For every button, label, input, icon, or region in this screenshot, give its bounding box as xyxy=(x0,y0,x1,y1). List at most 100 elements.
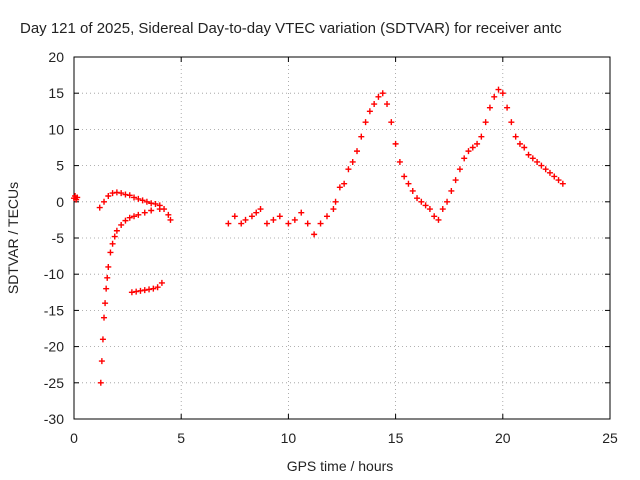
data-point xyxy=(167,216,174,223)
data-point xyxy=(99,336,106,343)
data-point xyxy=(101,198,108,205)
data-point xyxy=(97,379,104,386)
data-point xyxy=(113,189,120,196)
data-point xyxy=(512,133,519,140)
data-point xyxy=(107,249,114,256)
data-point xyxy=(133,288,140,295)
data-point xyxy=(141,287,148,294)
data-point xyxy=(529,155,536,162)
y-axis-label: SDTVAR / TECUs xyxy=(5,182,21,294)
data-point xyxy=(150,285,157,292)
data-point xyxy=(248,213,255,220)
data-point xyxy=(276,213,283,220)
series-mid xyxy=(225,206,337,238)
data-point xyxy=(158,279,165,286)
data-point xyxy=(118,221,125,228)
data-point xyxy=(538,162,545,169)
x-tick-label: 25 xyxy=(602,430,618,446)
data-point xyxy=(96,204,103,211)
series-neg-dip xyxy=(128,279,165,296)
data-point xyxy=(332,198,339,205)
data-point xyxy=(146,286,153,293)
data-point xyxy=(431,213,438,220)
data-point xyxy=(102,300,109,307)
data-point xyxy=(396,158,403,165)
data-point xyxy=(257,206,264,213)
data-point xyxy=(414,195,421,202)
data-point xyxy=(534,158,541,165)
series-rise-2 xyxy=(439,86,566,213)
data-point xyxy=(270,216,277,223)
data-point xyxy=(491,93,498,100)
data-point xyxy=(101,314,108,321)
y-tick-label: -25 xyxy=(44,375,64,391)
data-point xyxy=(323,213,330,220)
data-point xyxy=(461,155,468,162)
data-point xyxy=(495,86,502,93)
data-point xyxy=(452,177,459,184)
data-point xyxy=(135,195,142,202)
data-point xyxy=(366,108,373,115)
x-tick-label: 5 xyxy=(177,430,185,446)
data-point xyxy=(109,240,116,247)
data-point xyxy=(122,191,129,198)
data-point xyxy=(285,220,292,227)
data-point xyxy=(143,198,150,205)
data-point xyxy=(409,187,416,194)
data-point xyxy=(384,101,391,108)
data-point xyxy=(555,177,562,184)
data-point xyxy=(74,194,81,201)
data-point xyxy=(105,263,112,270)
data-point xyxy=(291,216,298,223)
data-point xyxy=(137,287,144,294)
y-tick-label: -10 xyxy=(44,266,64,282)
data-point xyxy=(263,220,270,227)
y-tick-label: 15 xyxy=(48,85,64,101)
data-point xyxy=(525,151,532,158)
data-point xyxy=(253,209,260,216)
data-point xyxy=(354,148,361,155)
data-point xyxy=(141,209,148,216)
data-point xyxy=(317,220,324,227)
data-point xyxy=(165,211,172,218)
data-point xyxy=(474,140,481,147)
series-rise-1 xyxy=(332,90,442,223)
data-point xyxy=(456,166,463,173)
y-tick-label: -15 xyxy=(44,302,64,318)
data-point xyxy=(469,144,476,151)
data-point xyxy=(486,104,493,111)
data-point xyxy=(98,358,105,365)
data-point xyxy=(104,274,111,281)
data-point xyxy=(482,119,489,126)
data-point xyxy=(422,202,429,209)
data-point xyxy=(465,148,472,155)
y-tick-label: -20 xyxy=(44,339,64,355)
x-tick-label: 0 xyxy=(70,430,78,446)
data-point xyxy=(439,206,446,213)
chart-title: Day 121 of 2025, Sidereal Day-to-day VTE… xyxy=(20,20,562,37)
data-point xyxy=(122,217,129,224)
data-point xyxy=(418,198,425,205)
y-ticks: -30 -25 -20 -15 -10 -5 0 5 10 15 20 xyxy=(44,49,610,427)
data-point xyxy=(504,104,511,111)
grid xyxy=(74,57,610,419)
data-point xyxy=(362,119,369,126)
data-point xyxy=(521,144,528,151)
data-point xyxy=(109,190,116,197)
data-point xyxy=(131,194,138,201)
data-point xyxy=(131,213,138,220)
data-point xyxy=(478,133,485,140)
data-point xyxy=(559,180,566,187)
y-tick-label: 0 xyxy=(56,194,64,210)
data-point xyxy=(388,119,395,126)
data-point xyxy=(148,200,155,207)
data-point xyxy=(135,211,142,218)
y-tick-label: -5 xyxy=(52,230,65,246)
data-point xyxy=(345,166,352,173)
series-lower-arc xyxy=(97,206,163,386)
x-tick-label: 15 xyxy=(388,430,404,446)
data-point xyxy=(126,192,133,199)
data-point xyxy=(118,190,125,197)
data-point xyxy=(111,233,118,240)
data-point xyxy=(330,206,337,213)
